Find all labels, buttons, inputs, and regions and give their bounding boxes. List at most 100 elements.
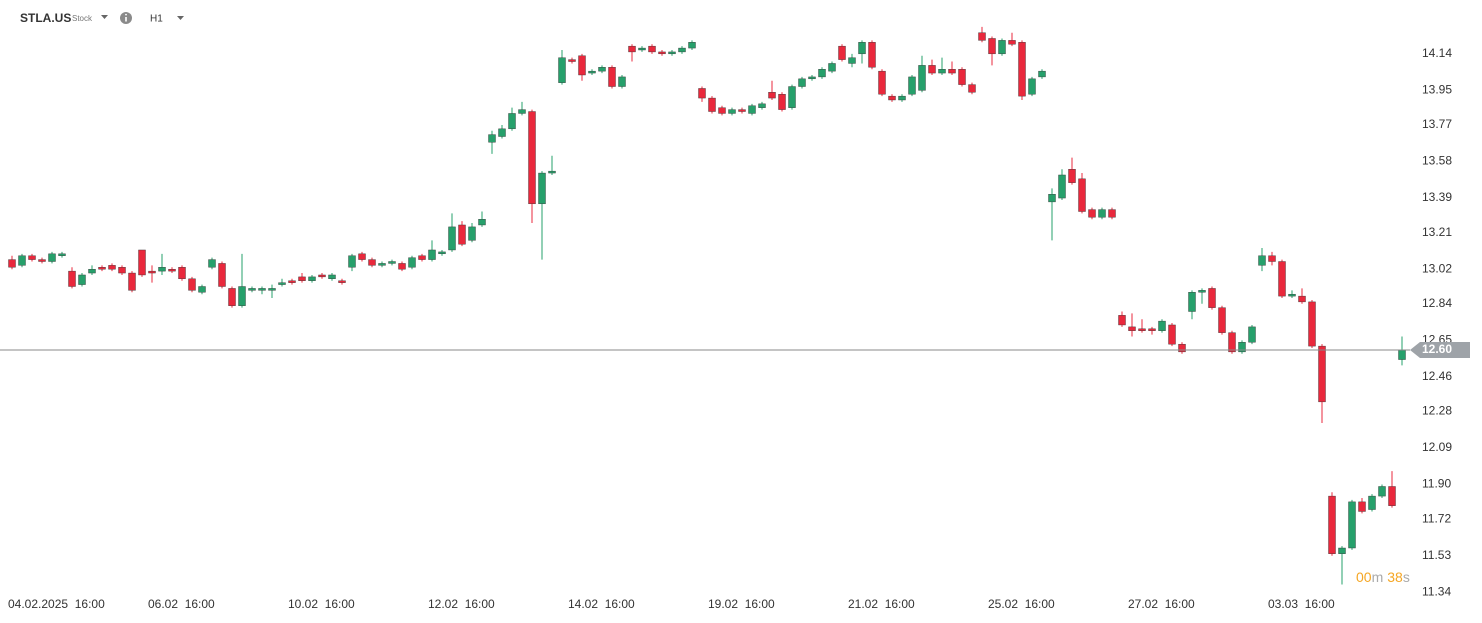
- symbol[interactable]: STLA.US: [20, 11, 71, 25]
- candle-body: [438, 251, 446, 255]
- candle-body: [1338, 547, 1346, 554]
- plot: 14.14 13.95 13.77 13.58 13.39 13.21 13.02 12.84…: [0, 26, 1470, 611]
- x-tick-label: 14.02 16:00: [568, 597, 635, 611]
- y-tick-label: 13.39: [1422, 190, 1452, 204]
- y-tick-label: 12.28: [1422, 404, 1452, 418]
- candle-body: [1268, 255, 1276, 262]
- candle-body: [378, 263, 386, 266]
- x-tick-label: 19.02 16:00: [708, 597, 775, 611]
- candle-body: [1028, 78, 1036, 95]
- candle-body: [498, 128, 506, 137]
- candle-body: [228, 288, 236, 306]
- countdown-minutes: 00: [1356, 569, 1372, 585]
- candle-body: [538, 172, 546, 205]
- candle-body: [608, 67, 616, 87]
- y-tick-label: 11.53: [1422, 548, 1451, 562]
- candle-body: [818, 69, 826, 78]
- candle-body: [848, 57, 856, 64]
- last-price-tag: [1410, 341, 1470, 358]
- y-tick-label: 13.21: [1422, 225, 1452, 239]
- candle-body: [728, 109, 736, 114]
- candle-body: [1098, 209, 1106, 218]
- candle-body: [398, 263, 406, 270]
- candle-body: [1008, 40, 1016, 45]
- candle-body: [708, 97, 716, 112]
- candle-body: [318, 274, 326, 278]
- candle-body: [48, 253, 56, 262]
- candle-body: [1018, 42, 1026, 97]
- candle-body: [198, 286, 206, 293]
- candle-body: [328, 274, 336, 280]
- candle-body: [918, 65, 926, 91]
- countdown-unit: s: [1403, 569, 1410, 585]
- candle-body: [508, 113, 516, 130]
- candle-body: [1368, 495, 1376, 510]
- candle-body: [798, 78, 806, 87]
- candle-body: [218, 263, 226, 287]
- candle-body: [68, 270, 76, 287]
- candle-body: [118, 267, 126, 274]
- candle-body: [428, 249, 436, 260]
- candle-body: [1188, 292, 1196, 312]
- candle-body: [928, 65, 936, 74]
- candle-body: [1138, 328, 1146, 331]
- candle-body: [1128, 326, 1136, 331]
- candle-body: [878, 70, 886, 95]
- candle-body: [288, 280, 296, 283]
- symbol-dropdown[interactable]: [101, 15, 108, 19]
- countdown: 00m 38s: [1356, 569, 1410, 585]
- y-tick-label: 11.72: [1422, 511, 1451, 525]
- candle-body: [1218, 307, 1226, 333]
- candle-body: [1118, 315, 1126, 326]
- candle-body: [358, 253, 366, 260]
- candle-body: [938, 69, 946, 74]
- candle-body: [448, 226, 456, 251]
- candle-body: [1198, 290, 1206, 293]
- candle-body: [1048, 194, 1056, 203]
- candle-body: [88, 268, 96, 274]
- candle-body: [688, 42, 696, 49]
- candle-body: [1108, 209, 1116, 218]
- candle-body: [1078, 178, 1086, 212]
- candle-body: [718, 107, 726, 114]
- candle-body: [998, 40, 1006, 55]
- candle-body: [408, 257, 416, 268]
- candle-body: [1328, 495, 1336, 554]
- candle-body: [158, 267, 166, 272]
- candle-body: [898, 95, 906, 101]
- x-tick-label: 21.02 16:00: [848, 597, 915, 611]
- candle-body: [868, 42, 876, 68]
- candle-body: [968, 84, 976, 93]
- candle-body: [478, 219, 486, 226]
- candle-body: [788, 86, 796, 108]
- info-icon-bar: [125, 17, 127, 22]
- countdown-seconds: 38: [1387, 569, 1403, 585]
- candle-body: [1148, 328, 1156, 331]
- candle-body: [138, 249, 146, 276]
- candle-body: [908, 76, 916, 95]
- y-tick-label: 13.02: [1422, 261, 1452, 275]
- x-tick-label: 06.02 16:00: [148, 597, 215, 611]
- candle-body: [1038, 70, 1046, 78]
- candle-body: [168, 268, 176, 272]
- candle-body: [1388, 486, 1396, 506]
- candle-body: [458, 224, 466, 245]
- candle-body: [188, 278, 196, 291]
- candle-body: [568, 59, 576, 62]
- candle-body: [348, 255, 356, 268]
- interval[interactable]: H1: [150, 14, 163, 25]
- candle-body: [1228, 332, 1236, 353]
- candle-body: [128, 272, 136, 291]
- candle-body: [248, 288, 256, 291]
- candle-body: [18, 255, 26, 266]
- candle-body: [598, 67, 606, 72]
- candle-body: [1398, 349, 1406, 360]
- y-tick-label: 13.77: [1422, 117, 1452, 131]
- candle-body: [1208, 288, 1216, 308]
- interval-dropdown[interactable]: [177, 16, 184, 20]
- candle-body: [808, 76, 816, 80]
- candle-body: [838, 45, 846, 60]
- candle-body: [778, 94, 786, 110]
- candle-body: [828, 63, 836, 72]
- y-tick-label: 12.09: [1422, 440, 1452, 454]
